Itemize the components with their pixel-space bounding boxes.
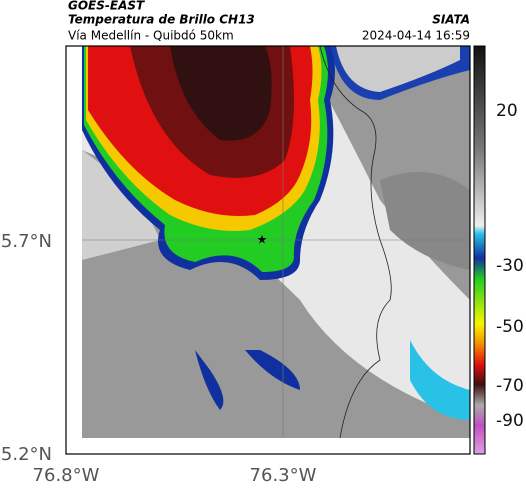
x-label: 76.8°W [33,465,100,486]
region: Vía Medellín - Quibdó 50km [68,29,234,43]
x-label: 76.3°W [250,465,317,486]
timestamp: 2024-04-14 16:59 [362,29,470,43]
y-label: 5.2°N [1,444,52,465]
y-label: 5.7°N [1,231,52,252]
map: ★ [82,46,470,438]
source: GOES-EAST [68,0,145,13]
product: Temperatura de Brillo CH13 [68,13,255,27]
colorbar-tick: 20 [496,101,518,121]
colorbar-tick: -90 [496,411,524,431]
colorbar-tick: -50 [496,317,524,337]
colorbar-tick: -30 [496,256,524,276]
colorbar-tick: -70 [496,376,524,396]
agency: SIATA [432,13,470,27]
star: ★ [257,233,268,247]
